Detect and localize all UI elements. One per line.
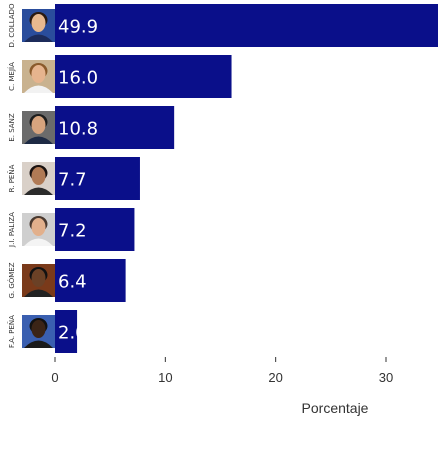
category-label: F.A. PEÑA xyxy=(7,315,16,348)
bar-j-i-paliza xyxy=(55,208,135,251)
bar-value-label: 7.2 xyxy=(58,221,87,242)
portrait-face xyxy=(31,65,46,83)
bar-d-collado xyxy=(55,4,438,47)
bar-value-label: 2.0 xyxy=(58,323,87,344)
bar-row-e-sanz: E. SANZ 10.8 xyxy=(8,106,175,149)
bar-value-label: 7.7 xyxy=(58,170,87,191)
bar-row-g-gomez: G. GÓMEZ 6.4 xyxy=(7,259,126,302)
portrait-g-gomez-icon xyxy=(22,264,55,297)
portrait-e-sanz-icon xyxy=(22,111,55,144)
portrait-face xyxy=(31,269,46,287)
portrait-body xyxy=(24,85,53,93)
portrait-face xyxy=(31,218,46,236)
bar-value-label: 6.4 xyxy=(58,272,87,293)
bar-value-label: 16.0 xyxy=(58,68,98,89)
category-label: R. PEÑA xyxy=(7,164,16,192)
bar-g-gomez xyxy=(55,259,126,302)
x-tick-label: 30 xyxy=(379,370,393,385)
portrait-body xyxy=(24,187,53,195)
bar-e-sanz xyxy=(55,106,175,149)
bar-value-label: 49.9 xyxy=(58,17,98,38)
category-label: G. GÓMEZ xyxy=(7,262,16,298)
portrait-face xyxy=(31,167,46,185)
portrait-body xyxy=(24,289,53,297)
portrait-fa-pena-icon xyxy=(22,315,55,348)
bar-row-f-a-pena: F.A. PEÑA 2.0 xyxy=(7,310,87,353)
bar-r-pena xyxy=(55,157,140,200)
portrait-r-pena-icon xyxy=(22,162,55,195)
portrait-face xyxy=(31,14,46,32)
portrait-body xyxy=(24,238,53,246)
portrait-ji-paliza-icon xyxy=(22,213,55,246)
x-axis-title: Porcentaje xyxy=(302,400,369,416)
category-label: E. SANZ xyxy=(8,113,16,141)
bar-row-j-i-paliza: J.I. PALIZA 7.2 xyxy=(8,208,135,251)
x-tick-label: 20 xyxy=(268,370,282,385)
x-axis: 0 10 20 30 xyxy=(51,357,393,385)
bar-row-d-collado: D. COLLADO 49.9 xyxy=(8,3,438,47)
bar-row-r-pena: R. PEÑA 7.7 xyxy=(7,157,140,200)
bar-c-mejia xyxy=(55,55,232,98)
x-tick: 0 xyxy=(51,357,59,385)
x-tick-label: 10 xyxy=(158,370,172,385)
portrait-d-collado-icon xyxy=(22,9,55,42)
portrait-c-mejia-icon xyxy=(22,60,55,93)
bar-f-a-pena xyxy=(55,310,78,353)
bar-row-c-mejia: C. MEJÍA 16.0 xyxy=(7,55,232,98)
x-tick: 30 xyxy=(379,357,393,385)
category-label: D. COLLADO xyxy=(8,3,16,47)
x-tick: 20 xyxy=(268,357,283,385)
portrait-body xyxy=(24,340,53,348)
portrait-face xyxy=(31,116,46,134)
category-label: J.I. PALIZA xyxy=(8,212,16,248)
x-tick-label: 0 xyxy=(51,370,58,385)
x-tick: 10 xyxy=(158,357,173,385)
portrait-body xyxy=(24,34,53,42)
bar-value-label: 10.8 xyxy=(58,119,98,140)
portrait-face xyxy=(31,320,46,338)
portrait-body xyxy=(24,136,53,144)
bar-rows: D. COLLADO 49.9 C. MEJÍA 16.0 E. SANZ 10.8 R. … xyxy=(7,3,438,353)
category-label: C. MEJÍA xyxy=(7,62,16,91)
